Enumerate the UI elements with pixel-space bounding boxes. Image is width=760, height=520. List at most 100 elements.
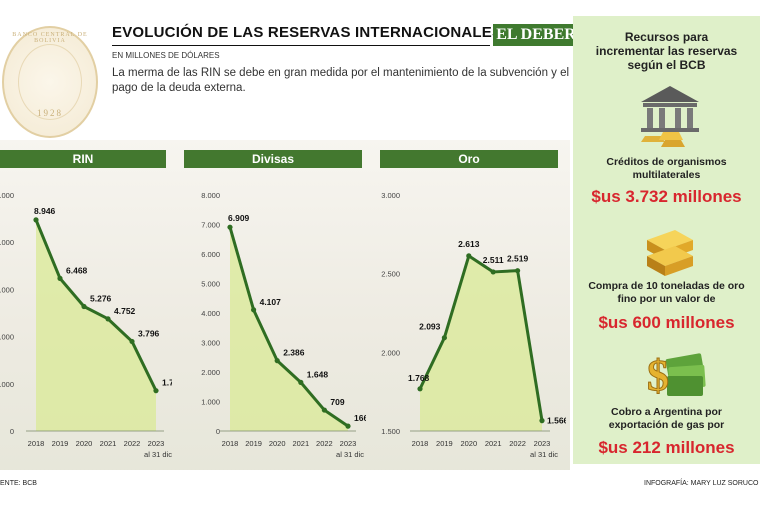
sidebar-item-2-amount: $us 212 millones [598,438,735,457]
infographic-credit: INFOGRAFÍA: MARY LUZ SORUCO [644,480,759,487]
oro-chart: 1.500 2.000 2.500 3.000 1.768 2.093 2.6132.511… [381,191,566,459]
x-tick-label: 2020 [269,439,286,448]
data-point [81,303,87,310]
rin-chart: 0 2.000 4.000 6.000 8.000 10.000 8.946 6.468 5.2… [0,191,172,459]
x-tick-label: 2021 [292,439,309,448]
data-label: 1.566 [547,416,566,426]
resources-sidebar: Recursos para incrementar las reservas s… [573,16,760,464]
seal-inner-ring [18,44,82,120]
y-tick-label: 2.000 [381,348,400,357]
panel-header-rin: RIN [0,150,166,168]
x-tick-label: 2019 [436,439,453,448]
series-area [420,255,542,431]
data-label: 2.093 [419,322,441,332]
data-label: 1.768 [408,373,430,383]
data-point [466,253,472,259]
dollar-money-icon: $ [647,351,706,400]
data-point [441,335,447,341]
y-tick-label: 2.500 [381,270,400,279]
data-point [251,307,257,313]
data-label: 2.386 [283,348,305,358]
data-point [321,407,327,413]
sidebar-item-1-amount: $us 600 millones [598,313,735,332]
units-label: EN MILLONES DE DÓLARES [112,51,220,60]
data-label: 1.709 [162,378,172,388]
svg-text:$: $ [647,351,669,400]
y-tick-label: 8.000 [201,191,220,200]
data-point [345,423,351,429]
data-point [227,224,233,230]
x-tick-label: 2018 [412,439,429,448]
sidebar-item-2-text: Cobro a Argentina por exportación de gas… [608,406,725,431]
y-tick-label: 10.000 [0,191,14,200]
y-tick-label: 6.000 [201,250,220,259]
data-point [274,358,280,364]
data-label: 709 [330,397,344,407]
source-note: ENTE: BCB [0,480,37,487]
y-tick-label: 0 [10,427,14,436]
x-tick-label: 2019 [52,439,69,448]
y-tick-label: 4.000 [0,333,14,342]
sidebar-item-1-text: Compra de 10 toneladas de oro fino por u… [588,280,745,305]
x-tick-note: al 31 dic [144,450,172,459]
brand-logo: EL DEBER [493,24,579,46]
x-tick-label: 2022 [509,439,526,448]
data-label: 6.909 [228,213,250,223]
panel-header-oro: Oro [380,150,558,168]
bank-building-icon [641,86,699,147]
data-label: 2.613 [458,239,480,249]
x-tick-note: al 31 dic [336,450,364,459]
y-tick-label: 3.000 [381,191,400,200]
y-tick-label: 2.000 [201,368,220,377]
data-point [490,269,496,275]
central-bank-seal: BANCO CENTRAL DE BOLIVIA 1928 [2,26,98,138]
x-tick-label: 2021 [485,439,502,448]
x-tick-label: 2018 [28,439,45,448]
x-tick-label: 2023 [340,439,357,448]
x-tick-note: al 31 dic [530,450,558,459]
data-label: 8.946 [34,206,56,216]
y-tick-label: 7.000 [201,221,220,230]
sidebar-item-0-text: Créditos de organismos multilaterales [606,156,727,181]
divisas-chart: 0 1.000 2.000 3.000 4.000 5.000 6.000 7.000 8.00… [201,191,366,459]
series-area [36,219,156,431]
data-point [105,316,111,322]
data-label: 4.107 [260,297,282,307]
x-tick-label: 2020 [76,439,93,448]
series-area [230,227,348,431]
data-label: 6.468 [66,265,88,275]
x-tick-label: 2021 [100,439,117,448]
gold-bars-icon [647,230,693,276]
y-tick-label: 1.500 [381,427,400,436]
data-label: 4.752 [114,306,136,316]
y-tick-label: 4.000 [201,309,220,318]
description-text: La merma de las RIN se debe en gran medi… [112,67,570,94]
y-tick-label: 3.000 [201,339,220,348]
sidebar-title: Recursos para incrementar las reservas s… [595,30,738,72]
data-point [515,268,521,274]
x-tick-label: 2022 [124,439,141,448]
data-label: 2.519 [507,254,529,264]
x-tick-label: 2020 [460,439,477,448]
data-label: 1.648 [307,369,329,379]
seal-year: 1928 [37,108,63,118]
series-line [418,254,544,421]
x-tick-label: 2018 [222,439,239,448]
data-point [539,418,545,424]
y-tick-label: 2.000 [0,380,14,389]
data-point [417,386,423,392]
data-label: 3.796 [138,328,160,338]
seal-ring-text: BANCO CENTRAL DE BOLIVIA [12,32,88,44]
x-tick-label: 2023 [148,439,165,448]
y-tick-label: 8.000 [0,238,14,247]
x-tick-label: 2022 [316,439,333,448]
title-underline [112,45,490,46]
data-point [153,388,159,394]
y-tick-label: 6.000 [0,285,14,294]
series-line [34,219,158,392]
page-title: EVOLUCIÓN DE LAS RESERVAS INTERNACIONALE… [112,24,558,41]
y-tick-label: 5.000 [201,280,220,289]
data-point [57,275,63,281]
data-label: 2.511 [483,255,504,265]
panel-header-divisas: Divisas [184,150,362,168]
